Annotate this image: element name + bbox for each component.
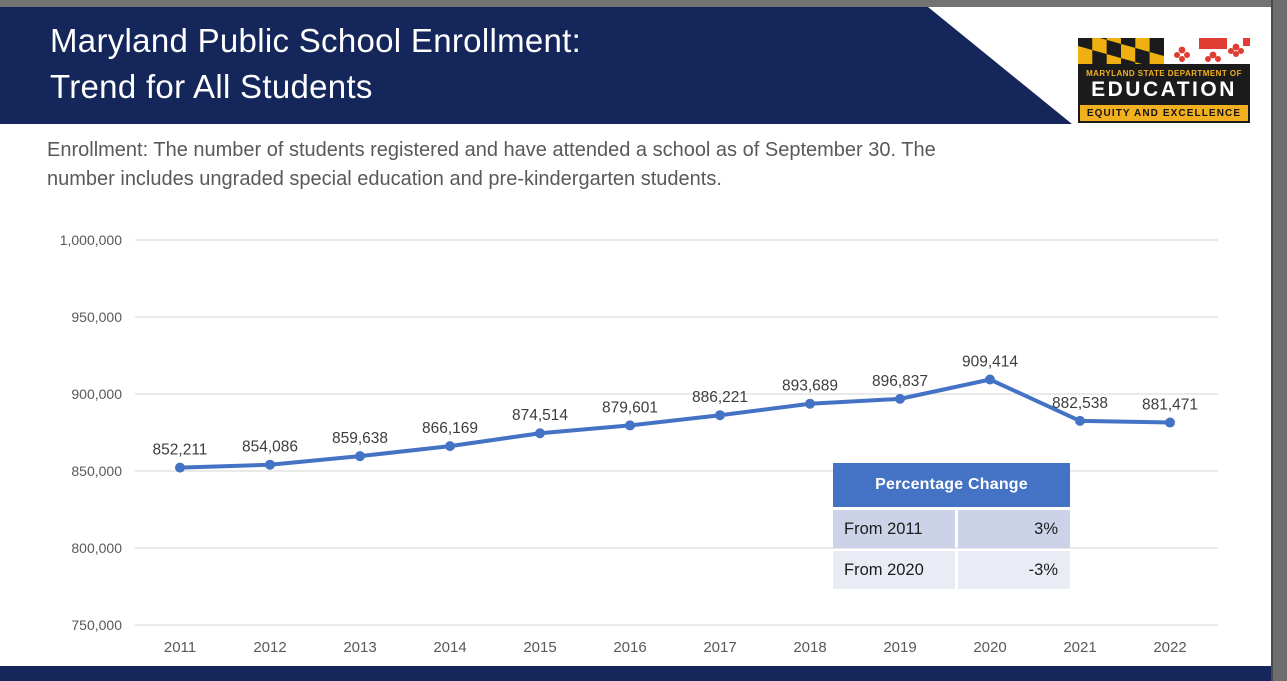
window-right-edge — [1271, 0, 1287, 681]
table-row-value: -3% — [958, 551, 1070, 589]
enrollment-definition-line2: number includes ungraded special educati… — [47, 168, 722, 190]
data-label-2021: 882,538 — [1052, 395, 1108, 412]
data-label-2020: 909,414 — [962, 354, 1018, 371]
logo-education-wordmark: EDUCATION — [1091, 78, 1237, 101]
data-label-2018: 893,689 — [782, 378, 838, 395]
data-point-2022 — [1165, 417, 1175, 428]
data-point-2019 — [895, 393, 905, 404]
x-axis-tick-label: 2016 — [613, 639, 646, 656]
x-axis-tick-label: 2014 — [433, 639, 466, 656]
data-label-2014: 866,169 — [422, 420, 478, 437]
logo-black-band: MARYLAND STATE DEPARTMENT OF EDUCATION — [1078, 64, 1250, 105]
table-row: From 2020 -3% — [833, 551, 1070, 589]
table-row-label: From 2020 — [833, 551, 955, 589]
data-point-2013 — [355, 451, 365, 462]
y-axis-tick-label: 800,000 — [71, 540, 122, 556]
page-title-line1: Maryland Public School Enrollment: — [50, 22, 582, 59]
data-point-2021 — [1075, 415, 1085, 426]
data-point-2015 — [535, 428, 545, 439]
x-axis-tick-label: 2020 — [973, 639, 1006, 656]
data-label-2022: 881,471 — [1142, 397, 1198, 414]
y-axis-tick-label: 950,000 — [71, 309, 122, 325]
data-point-2016 — [625, 420, 635, 431]
msde-logo: MARYLAND STATE DEPARTMENT OF EDUCATION E… — [1078, 38, 1250, 123]
header-banner: Maryland Public School Enrollment: Trend… — [0, 7, 1072, 124]
table-header: Percentage Change — [833, 463, 1070, 507]
percentage-change-table: Percentage Change From 2011 3% From 2020… — [833, 463, 1070, 589]
x-axis-tick-label: 2017 — [703, 639, 736, 656]
enrollment-line-chart: 750,000 800,000 850,000 900,000 950,000 1,000… — [60, 232, 1218, 656]
data-point-2018 — [805, 398, 815, 409]
y-axis-tick-label: 900,000 — [71, 386, 122, 402]
data-point-2014 — [445, 441, 455, 452]
table-row-value: 3% — [958, 510, 1070, 548]
data-label-2013: 859,638 — [332, 430, 388, 447]
maryland-flag-icon — [1078, 38, 1250, 64]
data-label-2011: 852,211 — [153, 442, 208, 459]
logo-tagline: EQUITY AND EXCELLENCE — [1078, 105, 1250, 123]
x-axis-tick-label: 2022 — [1153, 639, 1186, 656]
data-label-2017: 886,221 — [692, 389, 748, 406]
x-axis-tick-label: 2013 — [343, 639, 376, 656]
enrollment-definition: Enrollment: The number of students regis… — [47, 136, 936, 194]
bottom-accent-bar — [0, 666, 1271, 681]
x-axis-tick-label: 2021 — [1063, 639, 1096, 656]
page-title: Maryland Public School Enrollment: Trend… — [50, 18, 581, 110]
logo-dept-line: MARYLAND STATE DEPARTMENT OF — [1086, 69, 1242, 78]
table-row-label: From 2011 — [833, 510, 955, 548]
data-label-2019: 896,837 — [872, 373, 928, 390]
y-axis-tick-label: 750,000 — [71, 617, 122, 633]
data-point-2011 — [175, 462, 185, 473]
x-axis-tick-label: 2012 — [253, 639, 286, 656]
data-point-2017 — [715, 410, 725, 421]
data-point-2012 — [265, 459, 275, 470]
enrollment-definition-line1: Enrollment: The number of students regis… — [47, 139, 936, 161]
x-axis-tick-label: 2018 — [793, 639, 826, 656]
x-axis-tick-label: 2019 — [883, 639, 916, 656]
data-label-2016: 879,601 — [602, 399, 658, 416]
x-axis-tick-label: 2011 — [164, 639, 196, 656]
x-axis-tick-label: 2015 — [523, 639, 556, 656]
data-point-2020 — [985, 374, 995, 385]
window-top-edge — [0, 0, 1287, 7]
page-title-line2: Trend for All Students — [50, 68, 373, 105]
y-axis-tick-label: 1,000,000 — [60, 232, 122, 248]
data-label-2015: 874,514 — [512, 407, 568, 424]
data-label-2012: 854,086 — [242, 439, 298, 456]
y-axis-tick-label: 850,000 — [71, 463, 122, 479]
enrollment-series-line — [178, 377, 1172, 470]
table-row: From 2011 3% — [833, 510, 1070, 548]
